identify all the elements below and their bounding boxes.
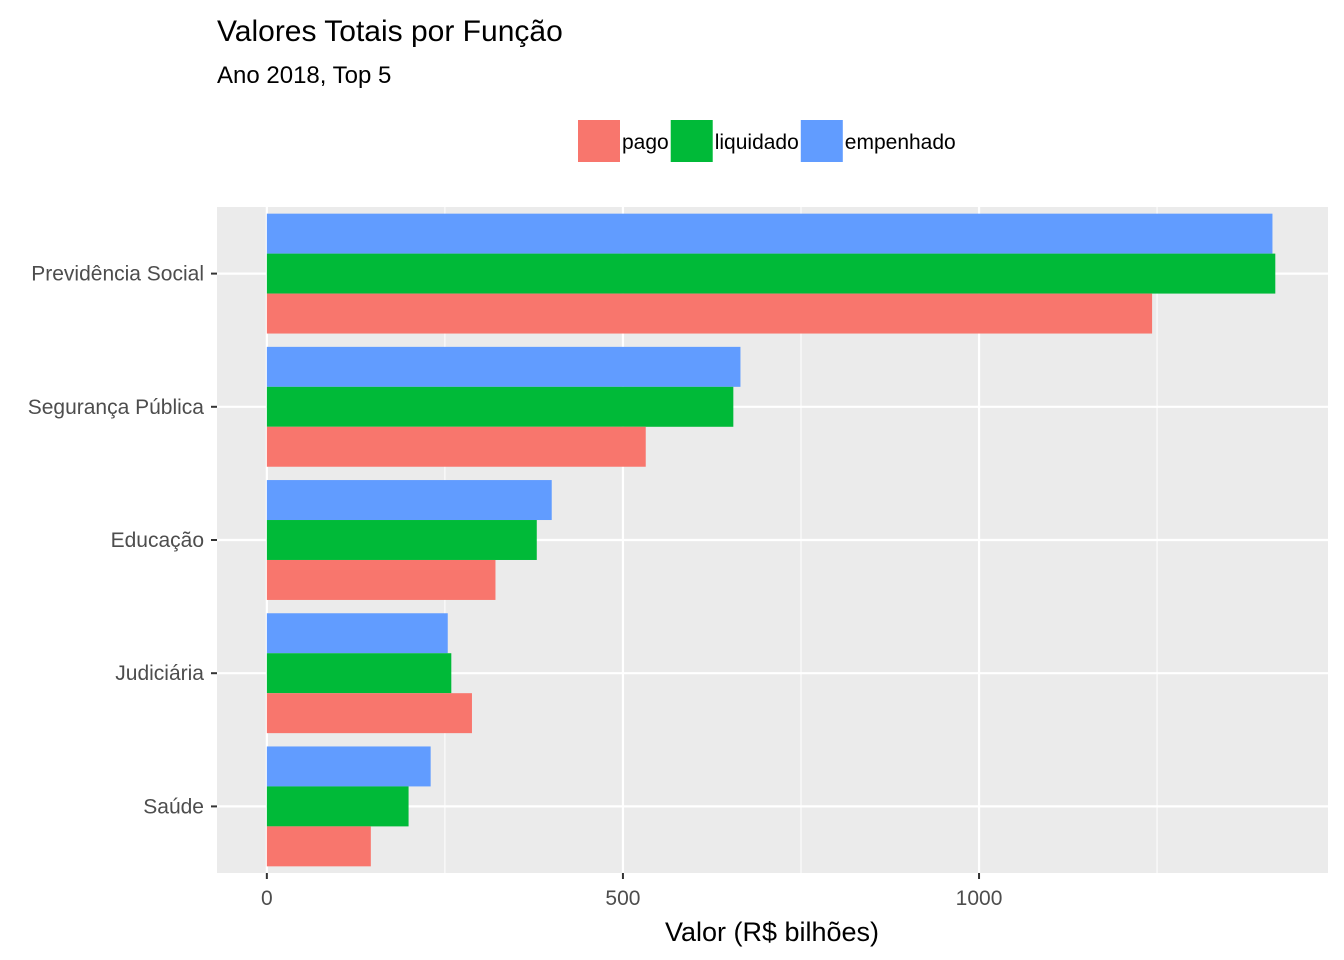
legend-key-liquidado — [670, 120, 713, 162]
bar-seguranca-publica-empenhado — [266, 346, 741, 387]
bar-judiciaria-empenhado — [266, 613, 448, 654]
x-tick-label: 1000 — [956, 887, 1003, 910]
bar-educacao-pago — [266, 559, 496, 600]
legend-label-pago: pago — [622, 131, 669, 154]
bar-previdencia-social-liquidado — [266, 253, 1276, 294]
legend-label-liquidado: liquidado — [715, 131, 799, 154]
bar-saude-empenhado — [266, 746, 431, 787]
legend-key-pago — [578, 120, 620, 162]
y-axis: Previdência Social Segurança Pública Educa… — [28, 263, 217, 818]
x-tick-label: 500 — [605, 887, 640, 910]
x-tick-label: 0 — [261, 887, 273, 910]
bar-educacao-empenhado — [266, 480, 552, 521]
x-axis-title: Valor (R$ bilhões) — [665, 917, 879, 947]
bars — [266, 213, 1276, 867]
bar-educacao-liquidado — [266, 520, 537, 560]
legend-label-empenhado: empenhado — [845, 131, 956, 154]
y-tick-label: Segurança Pública — [28, 396, 205, 419]
bar-previdencia-social-pago — [266, 293, 1153, 334]
bar-previdencia-social-empenhado — [266, 213, 1273, 254]
y-tick-label: Educação — [111, 529, 204, 552]
chart-title: Valores Totais por Função — [217, 15, 563, 48]
chart-subtitle: Ano 2018, Top 5 — [217, 62, 391, 89]
bar-judiciaria-liquidado — [266, 653, 452, 694]
legend-key-empenhado — [800, 120, 843, 162]
bar-saude-pago — [266, 826, 371, 867]
y-tick-label: Judiciária — [115, 662, 204, 685]
y-tick-label: Saúde — [143, 795, 204, 818]
y-tick-label: Previdência Social — [31, 263, 204, 286]
bar-judiciaria-pago — [266, 693, 472, 734]
x-axis: 0 500 1000 — [261, 873, 1002, 910]
bar-seguranca-publica-liquidado — [266, 386, 734, 427]
bar-seguranca-publica-pago — [266, 426, 646, 467]
bar-saude-liquidado — [266, 786, 409, 827]
legend: pago liquidado empenhado — [578, 120, 956, 162]
